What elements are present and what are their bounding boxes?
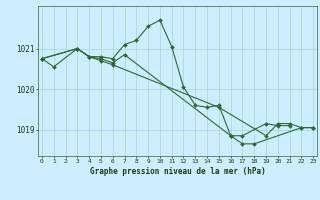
X-axis label: Graphe pression niveau de la mer (hPa): Graphe pression niveau de la mer (hPa): [90, 167, 266, 176]
